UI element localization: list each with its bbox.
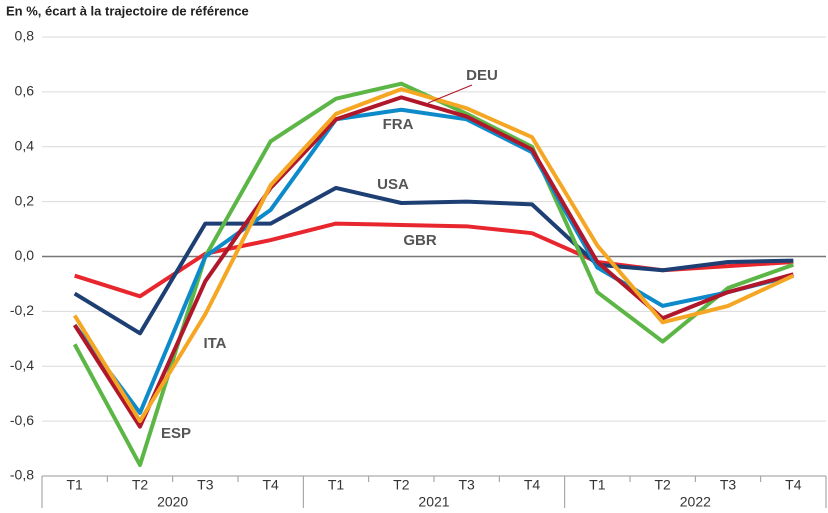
x-tick-label: T1 (66, 477, 83, 493)
x-tick-label: T1 (328, 477, 345, 493)
x-tick-label: T4 (262, 477, 279, 493)
y-tick-label: -0,4 (10, 357, 34, 373)
chart-subtitle: En %, écart à la trajectoire de référenc… (6, 3, 249, 18)
x-tick-label: T2 (654, 477, 671, 493)
series-label: GBR (403, 232, 437, 249)
x-tick-label: T2 (393, 477, 410, 493)
x-tick-label: T2 (132, 477, 149, 493)
y-tick-label: 0,0 (15, 247, 35, 263)
y-tick-label: -0,8 (10, 467, 34, 483)
series-line (73, 185, 794, 336)
series-label: FRA (383, 116, 414, 133)
y-tick-label: -0,2 (10, 302, 34, 318)
y-tick-label: -0,6 (10, 412, 34, 428)
y-tick-label: 0,4 (15, 137, 35, 153)
y-tick-label: 0,8 (15, 28, 35, 44)
x-group-label: 2020 (157, 494, 188, 510)
x-tick-label: T3 (458, 477, 475, 493)
x-tick-label: T4 (524, 477, 541, 493)
series-label: DEU (466, 67, 498, 84)
x-tick-label: T3 (197, 477, 214, 493)
x-group-label: 2021 (418, 494, 449, 510)
x-group-label: 2022 (680, 494, 711, 510)
x-tick-label: T1 (589, 477, 606, 493)
series-label: USA (377, 176, 409, 193)
series-line (72, 81, 795, 468)
series-line (72, 87, 795, 424)
series-line (72, 95, 794, 429)
series-label: ESP (161, 425, 191, 442)
x-tick-label: T3 (720, 477, 737, 493)
series-label: ITA (203, 335, 226, 352)
label-leader (427, 84, 473, 104)
y-tick-label: 0,2 (15, 192, 35, 208)
x-tick-label: T4 (785, 477, 802, 493)
y-tick-label: 0,6 (15, 83, 35, 99)
series-line (73, 107, 794, 415)
